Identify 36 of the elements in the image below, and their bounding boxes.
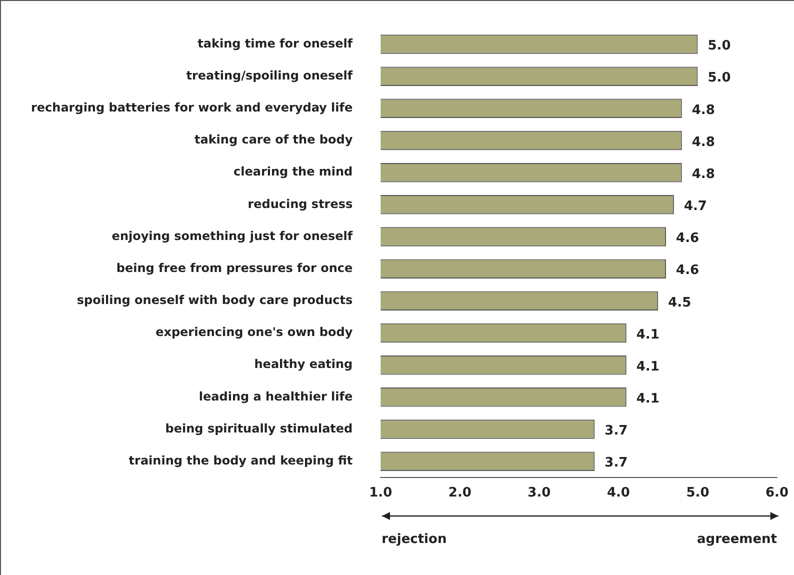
y-tick-label: treating/spoiling oneself: [186, 68, 354, 82]
y-tick-label: leading a healthier life: [198, 389, 353, 404]
data-label: 4.5: [668, 295, 692, 310]
data-label: 4.8: [692, 102, 715, 118]
y-tick-label: being free from pressures for once: [116, 260, 353, 275]
data-label: 4.6: [676, 231, 700, 246]
data-label: 4.1: [636, 327, 660, 342]
y-tick-label: being spiritually stimulated: [165, 421, 353, 436]
data-label: 4.6: [676, 263, 700, 278]
text: rejection: [382, 532, 447, 547]
y-tick-label: taking care of the body: [194, 132, 353, 147]
text: agreement: [697, 532, 777, 547]
data-label: 5.0: [708, 38, 731, 54]
y-tick-label: clearing the mind: [233, 164, 353, 179]
y-tick-label: recharging batteries for work and everyday life: [30, 100, 353, 115]
data-label: 4.1: [636, 359, 660, 374]
data-label: 5.0: [708, 70, 731, 86]
y-tick-label: healthy eating: [254, 357, 353, 372]
data-label: 3.7: [604, 456, 628, 471]
data-label: 4.8: [692, 166, 715, 182]
data-label: 4.8: [692, 134, 715, 150]
y-tick-label: reducing stress: [248, 196, 353, 211]
data-label: 4.7: [684, 199, 707, 214]
y-tick-label: experiencing one's own body: [156, 325, 353, 340]
data-label: 4.1: [636, 392, 660, 407]
x-tick-label: 4.0: [606, 486, 630, 501]
x-tick-label: 3.0: [528, 486, 551, 501]
x-tick-label: 5.0: [686, 486, 710, 501]
y-tick-label: enjoying something just for oneself: [112, 228, 354, 243]
data-label: 3.7: [604, 424, 628, 439]
y-tick-label: training the body and keeping fit: [128, 453, 353, 468]
y-tick-label: taking time for oneself: [198, 36, 354, 50]
x-tick-label: 1.0: [369, 486, 392, 501]
y-tick-label: spoiling oneself with body care products: [76, 293, 353, 308]
x-tick-label: 6.0: [765, 486, 789, 501]
x-tick-label: 2.0: [448, 486, 472, 501]
